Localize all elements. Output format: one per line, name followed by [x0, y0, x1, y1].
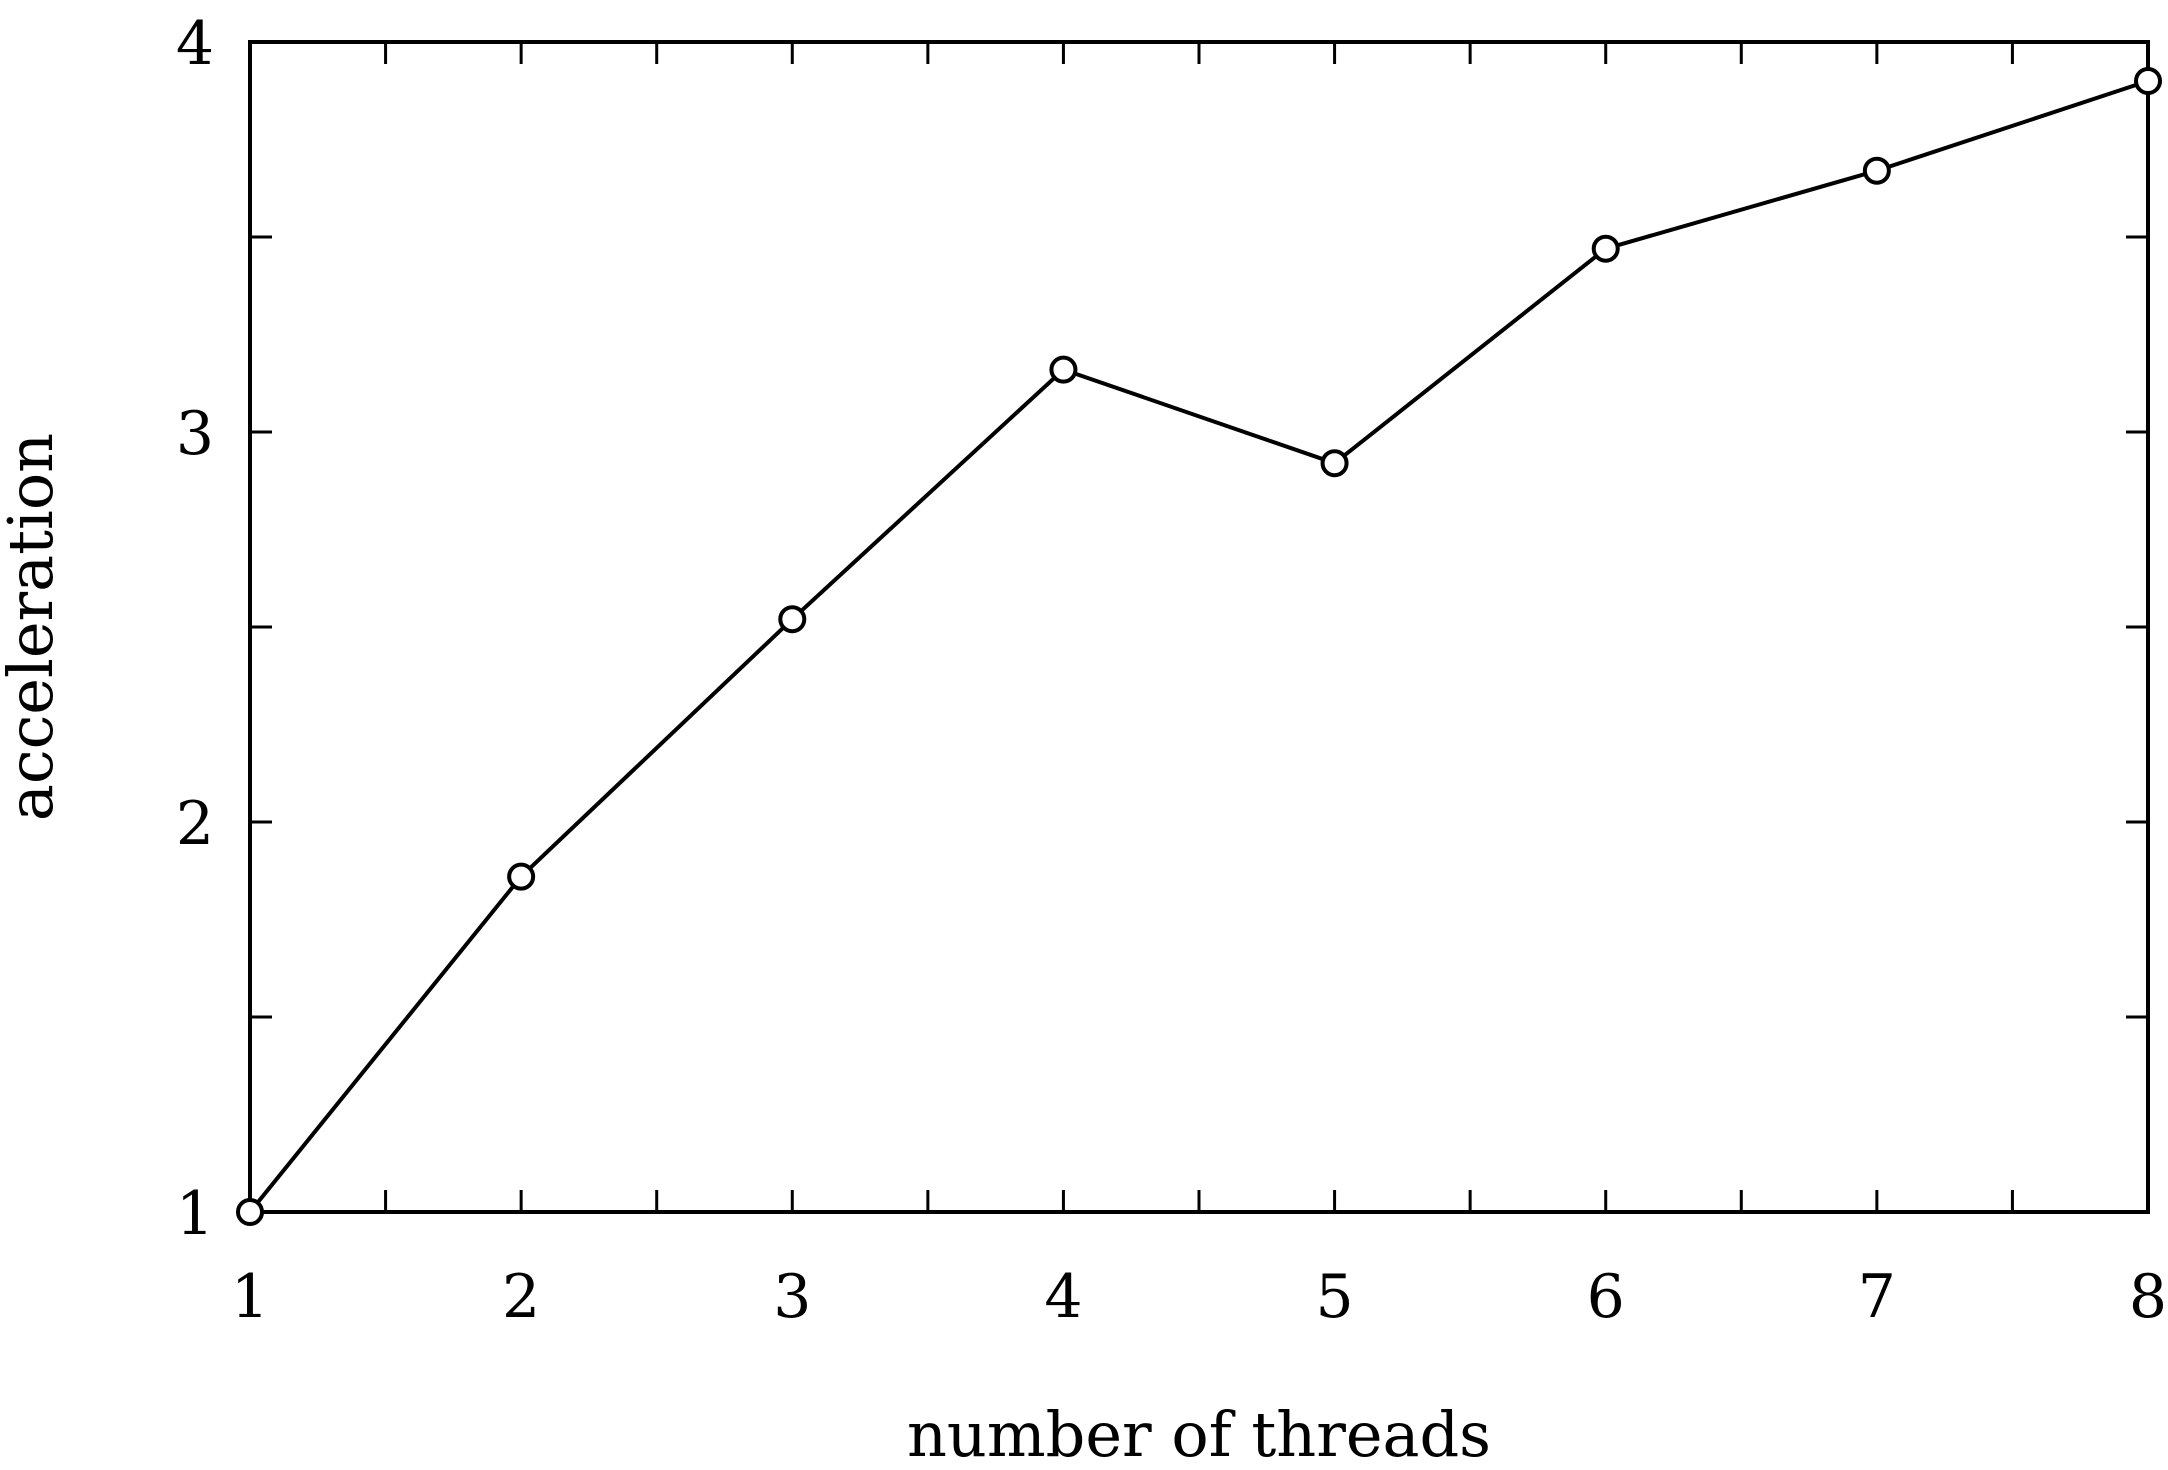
points-layer: [236, 67, 2162, 1226]
series-line: [248, 79, 2149, 1214]
data-point-7: [1862, 156, 1891, 185]
labels-layer: 1 2 3 4 5 6 7 8 1 2 3 4: [176, 9, 2167, 1332]
y-axis-label: acceleration: [0, 433, 67, 821]
x-tick-label-8: 8: [2129, 1262, 2167, 1332]
x-tick-label-6: 6: [1587, 1262, 1625, 1332]
y-tick-label-2: 2: [176, 789, 214, 859]
y-tick-label-3: 3: [176, 399, 214, 469]
data-point-1: [236, 1198, 264, 1226]
data-point-3: [778, 605, 807, 634]
x-tick-label-2: 2: [502, 1262, 540, 1332]
x-tick-label-3: 3: [773, 1262, 811, 1332]
plot-frame: [248, 40, 2150, 1214]
data-point-8: [2134, 67, 2162, 95]
data-point-4: [1049, 355, 1078, 384]
y-tick-label-1: 1: [176, 1179, 214, 1249]
data-point-5: [1320, 449, 1349, 478]
y-tick-label-4: 4: [176, 9, 214, 79]
ticks-layer: [248, 40, 2150, 1214]
x-tick-label-5: 5: [1315, 1262, 1353, 1332]
x-tick-label-7: 7: [1858, 1262, 1896, 1332]
x-tick-label-4: 4: [1044, 1262, 1082, 1332]
data-point-2: [507, 862, 536, 891]
x-axis-label: number of threads: [907, 1398, 1491, 1470]
data-point-6: [1591, 234, 1620, 263]
x-tick-label-1: 1: [231, 1262, 269, 1332]
